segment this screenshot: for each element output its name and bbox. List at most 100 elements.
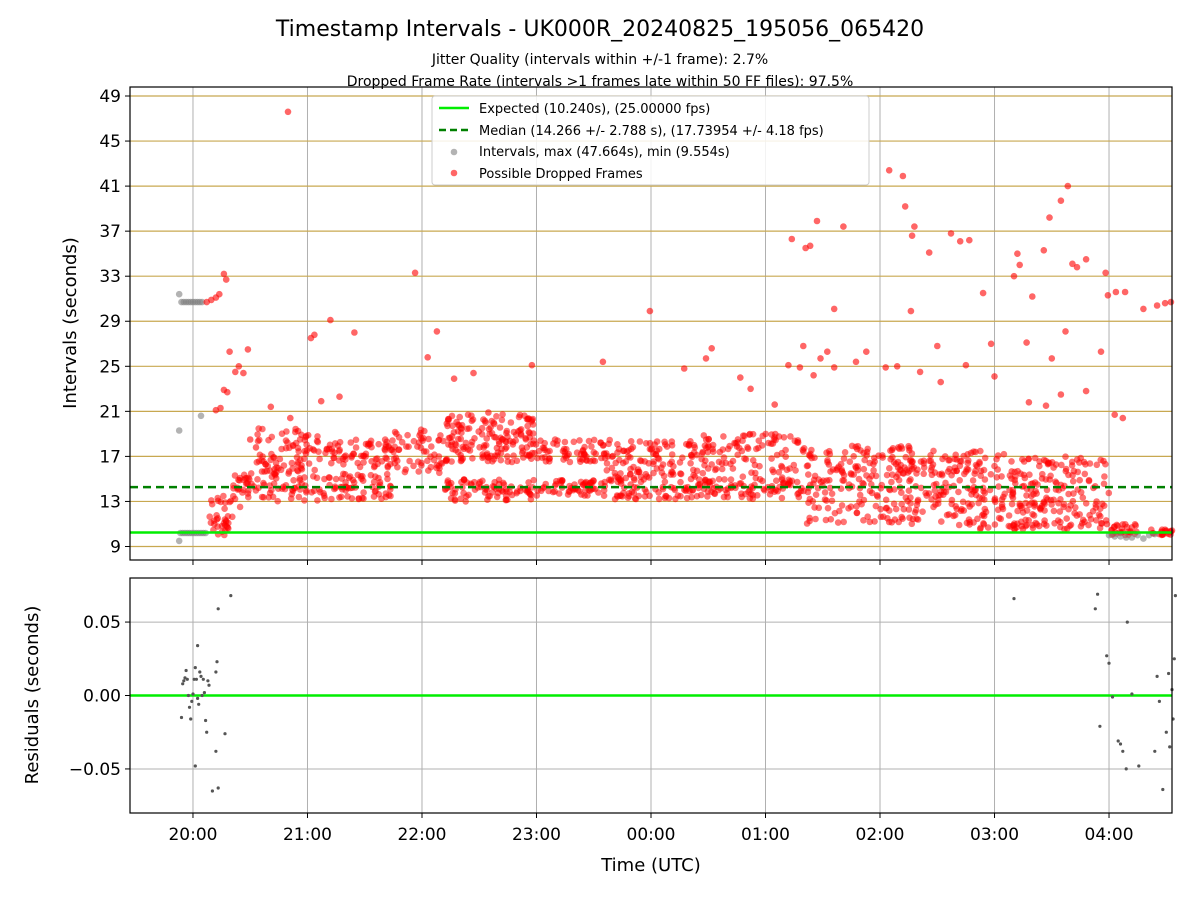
dropped-frame-point bbox=[991, 373, 998, 380]
residual-point bbox=[181, 682, 185, 686]
dropped-frame-point bbox=[360, 495, 367, 502]
intervals-y-tick-label: 37 bbox=[99, 222, 121, 242]
legend-expected-label: Expected (10.240s), (25.00000 fps) bbox=[479, 102, 710, 117]
dropped-frame-point bbox=[290, 477, 297, 484]
dropped-frame-point bbox=[838, 466, 846, 474]
dropped-frame-point bbox=[393, 430, 400, 438]
dropped-frame-point bbox=[1076, 476, 1083, 484]
dropped-frame-point bbox=[805, 451, 813, 459]
residuals-y-tick-label: 0.05 bbox=[83, 613, 121, 633]
dropped-frame-point bbox=[1102, 269, 1109, 277]
dropped-frame-point bbox=[809, 498, 817, 505]
dropped-frame-point bbox=[914, 516, 922, 523]
residuals-x-ticks: 20:00 21:00 22:00 23:00 00:00 01:00 02:00 03:00… bbox=[168, 813, 1134, 845]
dropped-frame-point bbox=[834, 519, 842, 526]
residual-point bbox=[1125, 620, 1129, 624]
intervals-y-tick-label: 25 bbox=[99, 357, 121, 377]
residual-point bbox=[193, 764, 197, 768]
residual-point bbox=[191, 692, 195, 696]
dropped-frame-point bbox=[570, 438, 578, 446]
residual-point bbox=[1105, 654, 1109, 658]
chart-subtitle-jitter: Jitter Quality (intervals within +/-1 fr… bbox=[431, 52, 768, 68]
dropped-frames-dense-cluster bbox=[206, 411, 1176, 539]
dropped-frame-point bbox=[863, 472, 870, 479]
dropped-frame-point bbox=[1026, 471, 1033, 479]
dropped-frame-point bbox=[232, 368, 239, 376]
dropped-frame-point bbox=[540, 483, 548, 491]
dropped-frame-point bbox=[504, 453, 511, 460]
dropped-frame-point bbox=[908, 232, 916, 239]
dropped-frame-point bbox=[421, 427, 428, 435]
dropped-frame-point bbox=[220, 270, 228, 278]
dropped-frame-point bbox=[265, 436, 272, 444]
dropped-frame-point bbox=[424, 457, 431, 465]
intervals-plot: 9 13 17 21 25 29 33 37 41 45 49 Intervals (seconds… bbox=[60, 86, 1176, 565]
dropped-frame-point bbox=[737, 374, 744, 381]
dropped-frame-point bbox=[1079, 494, 1087, 502]
dropped-frame-point bbox=[1082, 255, 1090, 263]
dropped-frame-point bbox=[352, 444, 360, 451]
residual-point bbox=[183, 676, 187, 680]
dropped-frame-point bbox=[418, 462, 425, 469]
x-axis-label: Time (UTC) bbox=[600, 855, 701, 876]
dropped-frame-point bbox=[995, 483, 1002, 490]
dropped-frame-point bbox=[600, 487, 608, 494]
dropped-frame-point bbox=[293, 454, 301, 461]
dropped-frame-point bbox=[246, 436, 254, 443]
dropped-frame-point bbox=[872, 472, 880, 480]
dropped-frame-point bbox=[782, 446, 789, 454]
dropped-frame-point bbox=[561, 438, 569, 446]
dropped-frame-point bbox=[1025, 455, 1032, 463]
dropped-frame-point bbox=[1082, 461, 1089, 468]
intervals-y-tick-label: 45 bbox=[99, 132, 121, 152]
dropped-frame-point bbox=[355, 495, 363, 503]
dropped-frame-point bbox=[1022, 516, 1029, 524]
dropped-frame-point bbox=[925, 249, 933, 256]
residual-point bbox=[1121, 749, 1125, 753]
dropped-frame-point bbox=[756, 476, 764, 483]
residual-point bbox=[189, 717, 193, 721]
dropped-frame-point bbox=[955, 488, 962, 496]
residual-point bbox=[215, 660, 219, 664]
dropped-frame-point bbox=[383, 470, 391, 478]
legend-intervals-label: Intervals, max (47.664s), min (9.554s) bbox=[479, 145, 730, 160]
dropped-frame-point bbox=[810, 480, 817, 488]
dropped-frame-point bbox=[724, 445, 732, 453]
dropped-frame-point bbox=[260, 494, 267, 501]
dropped-frame-point bbox=[414, 443, 421, 450]
dropped-frame-point bbox=[1022, 522, 1029, 530]
dropped-frame-point bbox=[384, 462, 392, 470]
dropped-frame-point bbox=[677, 470, 685, 478]
dropped-frame-point bbox=[905, 487, 913, 495]
residual-point bbox=[1168, 745, 1172, 749]
interval-point bbox=[1117, 533, 1124, 540]
dropped-frame-point bbox=[836, 507, 843, 515]
dropped-frame-point bbox=[335, 457, 343, 464]
dropped-frame-point bbox=[1008, 500, 1016, 508]
dropped-frame-point bbox=[332, 475, 340, 483]
dropped-frame-point bbox=[1104, 292, 1112, 299]
dropped-frame-point bbox=[247, 470, 255, 477]
dropped-frame-point bbox=[302, 433, 309, 441]
dropped-frame-point bbox=[310, 447, 318, 454]
dropped-frame-point bbox=[1101, 473, 1108, 480]
dropped-frame-point bbox=[528, 361, 536, 369]
dropped-frame-point bbox=[259, 453, 266, 460]
dropped-frame-point bbox=[295, 448, 303, 455]
dropped-frame-point bbox=[811, 472, 819, 480]
dropped-frame-point bbox=[334, 442, 342, 450]
dropped-frame-point bbox=[1093, 461, 1101, 469]
dropped-frame-point bbox=[650, 450, 657, 458]
dropped-frame-point bbox=[824, 457, 831, 464]
dropped-frame-point bbox=[259, 425, 266, 433]
dropped-frame-point bbox=[457, 495, 465, 503]
dropped-frame-point bbox=[371, 462, 379, 470]
dropped-frame-point bbox=[1023, 492, 1030, 499]
dropped-frame-point bbox=[603, 450, 610, 457]
dropped-frame-point bbox=[691, 444, 699, 451]
dropped-frame-point bbox=[625, 492, 633, 500]
dropped-frame-point bbox=[433, 461, 441, 469]
dropped-frame-point bbox=[608, 464, 616, 472]
dropped-frame-point bbox=[538, 454, 546, 462]
dropped-frame-point bbox=[1057, 197, 1065, 204]
